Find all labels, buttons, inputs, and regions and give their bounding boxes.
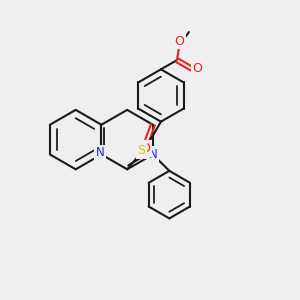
- Text: N: N: [148, 148, 157, 161]
- Text: O: O: [141, 142, 151, 155]
- Text: O: O: [175, 34, 184, 47]
- Text: S: S: [137, 144, 146, 157]
- Text: N: N: [96, 146, 104, 160]
- Text: O: O: [192, 62, 202, 75]
